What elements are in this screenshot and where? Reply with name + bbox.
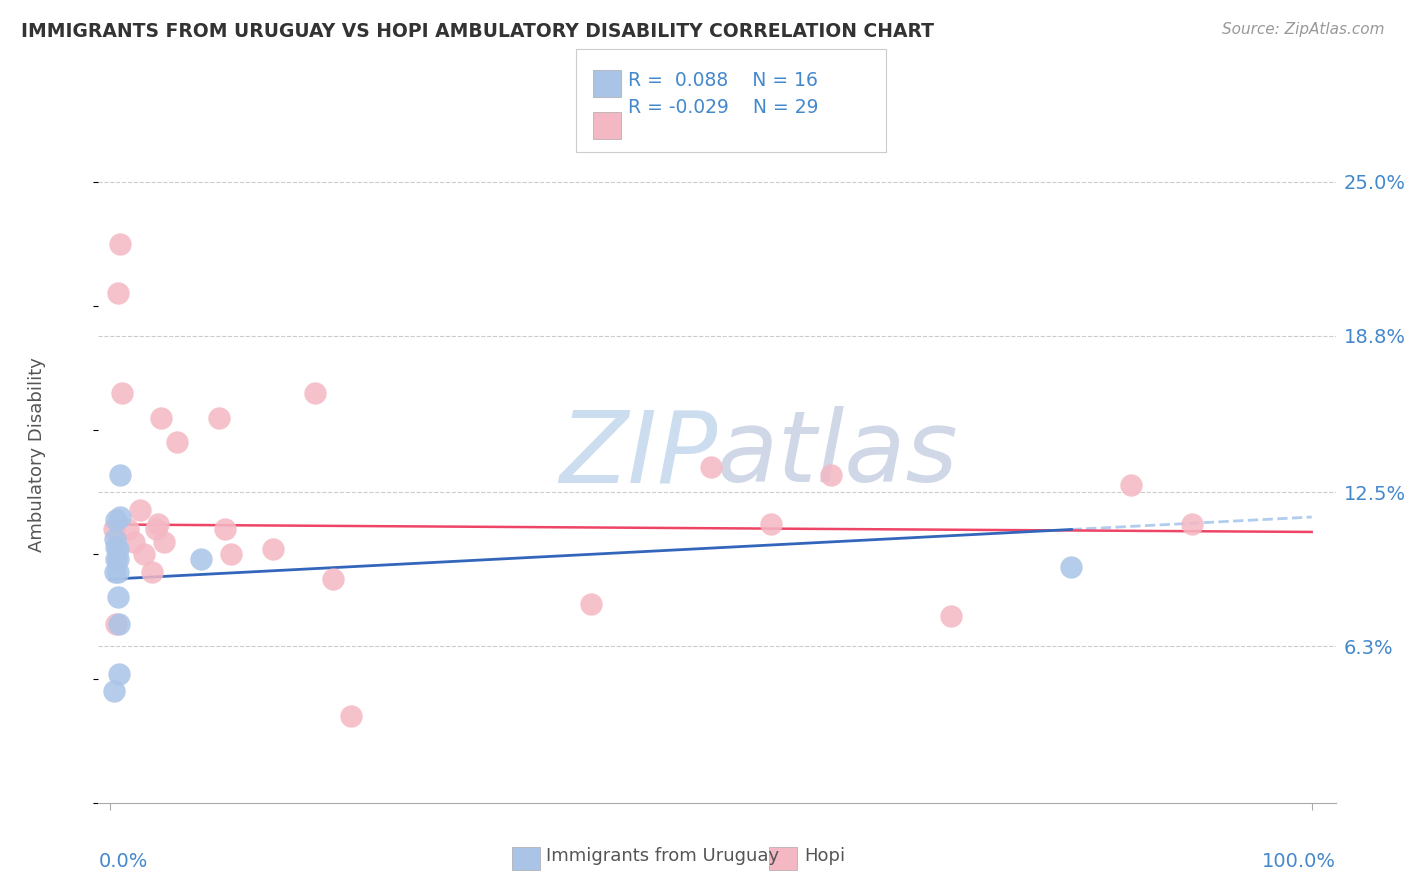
Point xyxy=(262,542,284,557)
Point xyxy=(219,547,242,561)
Point xyxy=(105,540,128,554)
Text: Hopi: Hopi xyxy=(804,847,845,865)
Point xyxy=(108,236,131,251)
Text: atlas: atlas xyxy=(717,407,959,503)
Text: 0.0%: 0.0% xyxy=(98,852,148,871)
Point xyxy=(145,523,167,537)
Point xyxy=(148,517,170,532)
Point xyxy=(108,616,131,631)
Point xyxy=(108,467,131,482)
Text: ZIP: ZIP xyxy=(558,407,717,503)
Point xyxy=(107,590,129,604)
Point xyxy=(339,708,361,723)
Point xyxy=(129,502,152,516)
Point xyxy=(107,542,129,557)
Point xyxy=(132,547,155,561)
Point xyxy=(104,533,127,547)
Point xyxy=(108,510,131,524)
Point xyxy=(1121,477,1143,491)
Text: Immigrants from Uruguay: Immigrants from Uruguay xyxy=(546,847,779,865)
Point xyxy=(1060,559,1083,574)
Point xyxy=(579,597,602,611)
Point xyxy=(104,565,127,579)
Point xyxy=(108,666,131,681)
Text: R =  0.088    N = 16: R = 0.088 N = 16 xyxy=(628,71,818,90)
Text: R = -0.029    N = 29: R = -0.029 N = 29 xyxy=(628,98,818,117)
Point xyxy=(820,467,842,482)
Text: Ambulatory Disability: Ambulatory Disability xyxy=(28,358,45,552)
Point xyxy=(190,552,212,566)
Point xyxy=(124,535,146,549)
Point xyxy=(304,385,326,400)
Point xyxy=(103,523,125,537)
Point xyxy=(1180,517,1202,532)
Point xyxy=(141,565,163,579)
Point xyxy=(941,609,963,624)
Point xyxy=(107,565,129,579)
Point xyxy=(153,535,176,549)
Point xyxy=(166,435,188,450)
Point xyxy=(207,410,229,425)
Point xyxy=(105,616,128,631)
Point xyxy=(105,552,128,566)
Text: IMMIGRANTS FROM URUGUAY VS HOPI AMBULATORY DISABILITY CORRELATION CHART: IMMIGRANTS FROM URUGUAY VS HOPI AMBULATO… xyxy=(21,22,934,41)
Point xyxy=(111,385,134,400)
Point xyxy=(105,512,128,526)
Point xyxy=(214,523,236,537)
Text: 100.0%: 100.0% xyxy=(1261,852,1336,871)
Point xyxy=(700,460,723,475)
Point xyxy=(103,684,125,698)
Text: Source: ZipAtlas.com: Source: ZipAtlas.com xyxy=(1222,22,1385,37)
Point xyxy=(759,517,782,532)
Point xyxy=(107,552,129,566)
Point xyxy=(117,523,139,537)
Point xyxy=(107,286,129,301)
Point xyxy=(322,572,344,586)
Point xyxy=(149,410,172,425)
